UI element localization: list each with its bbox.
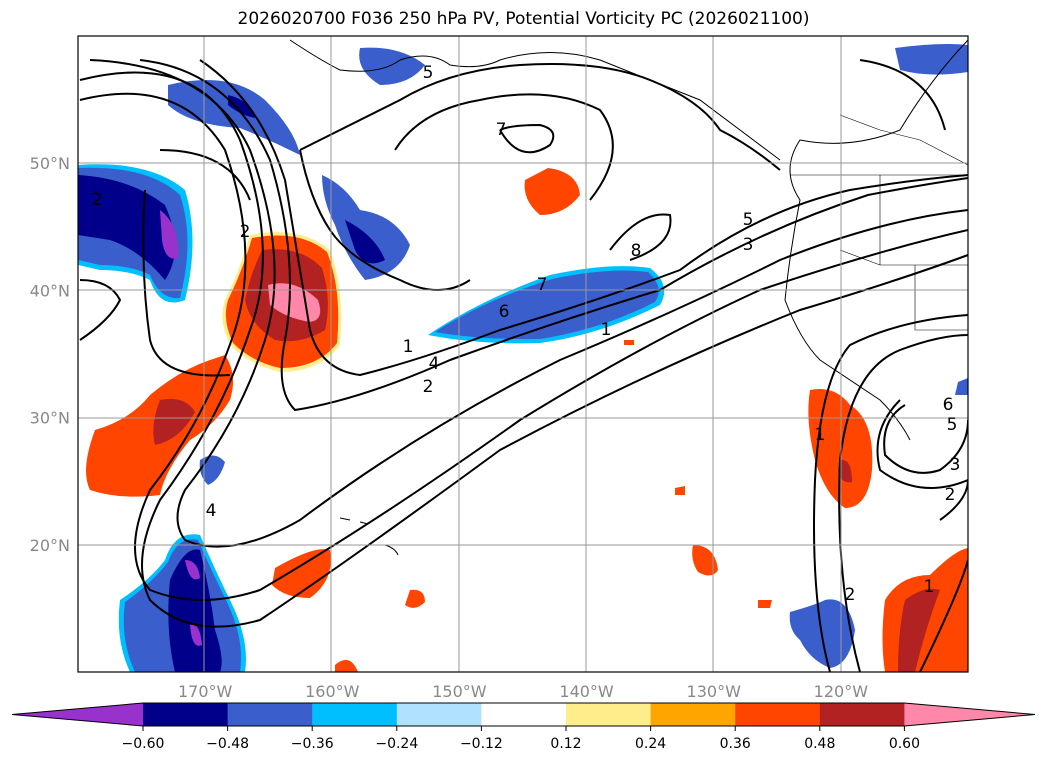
lat-label: 40°N: [30, 281, 70, 300]
colorbar-tick-label: −0.36: [291, 736, 334, 752]
contour-label: 5: [947, 415, 958, 435]
colorbar-segment: [566, 703, 652, 726]
colorbar-segment: [735, 703, 821, 726]
colorbar-tick-label: −0.24: [375, 736, 418, 752]
contour-label: 5: [423, 63, 434, 83]
contour-label: 1: [924, 577, 935, 597]
contour-label: 6: [499, 302, 510, 322]
contour-label: 3: [743, 235, 754, 255]
colorbar-segment: [819, 703, 905, 726]
colorbar-tick-label: −0.60: [122, 736, 165, 752]
lon-label: 150°W: [432, 682, 487, 701]
contour-label: 4: [206, 501, 217, 521]
colorbar-tick-label: 0.12: [550, 736, 581, 752]
colorbar-tick-label: −0.12: [460, 736, 503, 752]
colorbar-segment: [143, 703, 229, 726]
lon-label: 120°W: [814, 682, 869, 701]
colorbar-segment: [12, 703, 143, 726]
contour-label: 1: [601, 320, 612, 340]
contour-label: 7: [496, 120, 507, 140]
contour-label: 2: [423, 377, 434, 397]
map-frame: [77, 35, 969, 673]
colorbar-segment: [904, 703, 1035, 726]
contour-label: 8: [631, 241, 642, 261]
colorbar-segment: [481, 703, 567, 726]
contour-label: 5: [743, 210, 754, 230]
contour-label: 1: [403, 337, 414, 357]
lat-label: 20°N: [30, 536, 70, 555]
contour-label: 4: [429, 354, 440, 374]
contour-label: 6: [943, 395, 954, 415]
contour-label: 2: [945, 485, 956, 505]
contour-label: 2: [240, 222, 251, 242]
gridlines: [78, 36, 968, 672]
lon-label: 130°W: [687, 682, 742, 701]
lat-label: 30°N: [30, 409, 70, 428]
pv-shading: [78, 44, 968, 672]
chart-title: 2026020700 F036 250 hPa PV, Potential Vo…: [237, 9, 810, 29]
colorbar-tick-label: 0.48: [804, 736, 835, 752]
contour-label: 1: [815, 425, 826, 445]
colorbar-tick-label: −0.48: [206, 736, 249, 752]
contour-label: 2: [92, 190, 103, 210]
lon-label: 170°W: [178, 682, 233, 701]
colorbar-segment: [227, 703, 313, 726]
colorbar-tick-label: 0.24: [635, 736, 666, 752]
colorbar-tick-label: 0.60: [889, 736, 920, 752]
lon-label: 140°W: [559, 682, 614, 701]
colorbar-segment: [650, 703, 736, 726]
colorbar: −0.60 −0.48 −0.36 −0.24 −0.12 0.12 0.24 0.36 0.4…: [11, 702, 1036, 752]
coastlines: [289, 39, 968, 556]
colorbar-tick-label: 0.36: [720, 736, 751, 752]
contour-label: 2: [845, 585, 856, 605]
contour-label: 7: [537, 275, 548, 295]
lon-label: 160°W: [305, 682, 360, 701]
colorbar-segment: [312, 703, 398, 726]
colorbar-segment: [396, 703, 482, 726]
contour-label: 3: [950, 455, 961, 475]
lat-label: 50°N: [30, 154, 70, 173]
